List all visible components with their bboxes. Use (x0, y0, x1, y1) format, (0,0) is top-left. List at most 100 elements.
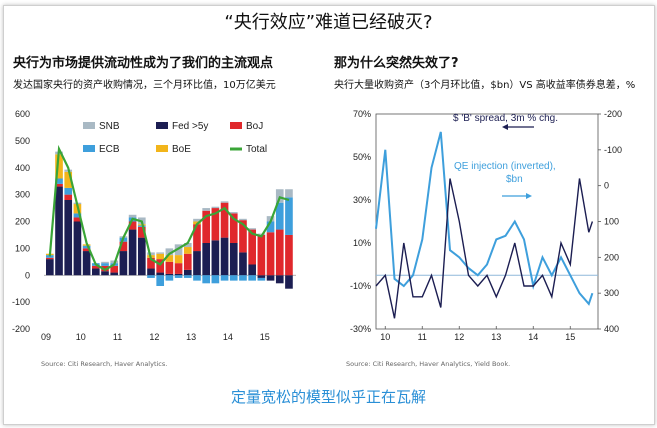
bar-boj (211, 208, 220, 241)
bar-fed (55, 186, 63, 276)
spread-line (375, 178, 594, 319)
bar-boj (147, 257, 155, 269)
bar-snb (257, 233, 266, 235)
bar-fed (165, 273, 174, 276)
bar-boj (248, 229, 256, 265)
bar-ecb (165, 275, 174, 281)
bar-boe (183, 247, 192, 254)
y-left-tick-label: -10% (350, 281, 371, 291)
x-tick-label: 14 (528, 332, 538, 342)
y-right-tick-label: -200 (604, 109, 622, 119)
x-tick-label: 10 (76, 332, 86, 342)
bar-boj (119, 241, 128, 252)
y-right-tick-label: 300 (604, 288, 619, 298)
bar-boj (285, 234, 293, 276)
bar-ecb (55, 178, 63, 184)
bar-ecb (275, 202, 284, 230)
y-right-tick-label: 0 (604, 181, 609, 191)
plot-frame (375, 113, 599, 330)
bar-snb (128, 214, 137, 218)
bar-ecb (147, 275, 155, 278)
bar-fed (202, 243, 211, 276)
bar-snb (147, 252, 155, 256)
bar-fed (266, 275, 275, 281)
x-tick-label: 13 (186, 332, 196, 342)
bar-fed (239, 252, 247, 276)
x-tick-label: 12 (454, 332, 464, 342)
bar-fed (137, 237, 146, 276)
bar-boj (73, 217, 82, 222)
bar-fed (193, 251, 201, 276)
bar-boe (55, 154, 63, 179)
bar-boj (257, 234, 266, 276)
bar-fed (257, 275, 266, 278)
screenshot-frame (3, 5, 655, 425)
bar-boj (82, 248, 91, 252)
bar-ecb (266, 221, 275, 233)
bar-fed (248, 264, 256, 276)
bar-boj (101, 265, 109, 272)
bar-boe (64, 171, 73, 188)
bar-snb (183, 243, 192, 248)
bar-ecb (220, 275, 229, 281)
bar-ecb (229, 275, 238, 281)
bar-snb (101, 261, 109, 264)
bar-snb (202, 208, 211, 211)
x-tick-label: 15 (565, 332, 575, 342)
bar-ecb (64, 187, 73, 195)
annotation-qe: QE injection (inverted), (454, 161, 556, 172)
bar-ecb (174, 275, 183, 278)
bar-snb (174, 244, 183, 256)
right-source: Source: Citi Research, Haver Analytics, … (346, 360, 511, 368)
bar-fed (119, 251, 128, 276)
y-tick-label: 300 (15, 190, 30, 200)
bar-fed (211, 240, 220, 276)
bar-fed (183, 269, 192, 276)
bar-fed (110, 272, 119, 276)
bar-fed (285, 275, 293, 289)
page-title: “央行效应”难道已经破灭? (224, 12, 433, 33)
annotation-qe-unit: $bn (506, 174, 523, 185)
bar-boj (239, 220, 247, 253)
bar-boj (165, 261, 174, 274)
bar-ecb (183, 275, 192, 278)
bar-boj (193, 224, 201, 252)
bar-ecb (156, 275, 165, 286)
bar-boj (110, 265, 119, 273)
bar-fed (275, 275, 284, 284)
bar-boj (174, 263, 183, 274)
x-tick-label: 15 (260, 332, 270, 342)
y-left-tick-label: 50% (353, 152, 371, 162)
legend-swatch (156, 122, 168, 129)
bar-fed (64, 200, 73, 276)
y-tick-label: 600 (15, 109, 30, 119)
bar-boj (229, 213, 238, 243)
bar-fed (82, 251, 91, 276)
bar-ecb (211, 275, 220, 284)
bar-ecb (73, 213, 82, 218)
bar-snb (229, 212, 238, 214)
bar-ecb (46, 255, 54, 258)
annotation-arrowhead (526, 193, 532, 199)
bar-boj (55, 183, 63, 187)
bar-snb (248, 228, 256, 230)
left-source: Source: Citi Research, Haver Analytics. (41, 360, 168, 368)
right-chart: 70% 50% 30% 10% -10% -30% -200 -100 0 100 200 300 40… (350, 109, 622, 342)
left-caption: 发达国家央行的资产收购情况，三个月环比值，10万亿美元 (13, 80, 276, 91)
footer-caption: 定量宽松的模型似乎正在瓦解 (230, 388, 426, 406)
x-tick-label: 10 (380, 332, 390, 342)
bar-ecb (257, 277, 266, 281)
bar-ecb (193, 275, 201, 281)
y-tick-label: 100 (15, 243, 30, 253)
legend-label: ECB (99, 144, 120, 155)
bar-ecb (101, 263, 109, 266)
bar-snb (285, 189, 293, 198)
total-line (48, 144, 290, 272)
bar-snb (239, 218, 247, 221)
x-tick-label: 14 (223, 332, 233, 342)
bar-boj (128, 221, 137, 230)
y-tick-label: 200 (15, 217, 30, 227)
bar-snb (165, 248, 174, 256)
bar-boj (137, 226, 146, 238)
bar-snb (193, 218, 201, 222)
